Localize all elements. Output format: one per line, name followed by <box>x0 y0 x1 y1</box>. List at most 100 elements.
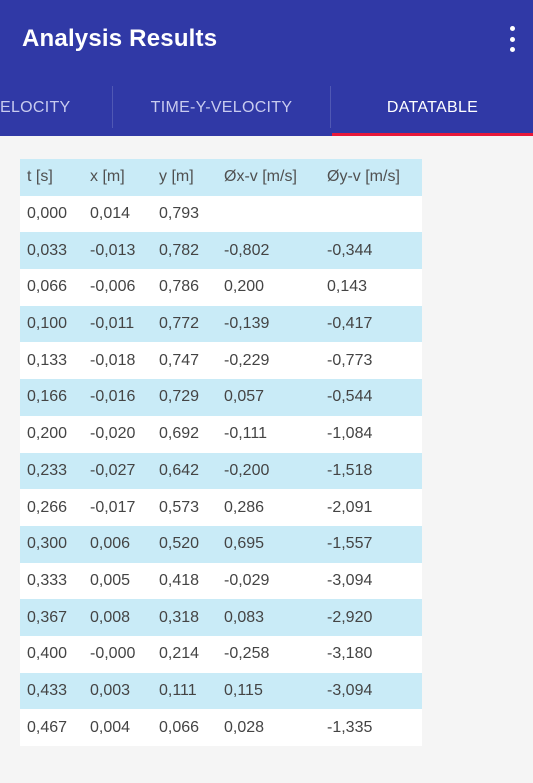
table-cell: 0,006 <box>90 535 131 553</box>
table-cell: 0,233 <box>27 461 68 479</box>
table-cell: 0,100 <box>27 315 68 333</box>
table-cell: 0,286 <box>224 498 265 516</box>
table-cell: -0,000 <box>90 645 136 663</box>
table-cell: 0,000 <box>27 205 68 223</box>
table-cell: 0,200 <box>224 278 265 296</box>
table-cell: 0,418 <box>159 571 200 589</box>
tab-divider <box>112 86 113 128</box>
table-row: 0,066 -0,006 0,786 0,200 0,143 <box>20 269 422 306</box>
more-vert-icon[interactable] <box>505 26 519 52</box>
table-cell: -1,335 <box>327 718 373 736</box>
table-row: 0,467 0,004 0,066 0,028 -1,335 <box>20 709 422 746</box>
table-cell: 0,747 <box>159 351 200 369</box>
data-table: t [s] x [m] y [m] Øx-v [m/s] Øy-v [m/s] … <box>20 159 422 746</box>
header-t: t [s] <box>27 168 53 186</box>
table-cell: -3,180 <box>327 645 373 663</box>
table-cell: 0,729 <box>159 388 200 406</box>
table-cell: -0,258 <box>224 645 270 663</box>
menu-dot <box>509 47 515 52</box>
table-cell: -0,111 <box>224 425 267 443</box>
table-cell: 0,143 <box>327 278 368 296</box>
table-row: 0,367 0,008 0,318 0,083 -2,920 <box>20 599 422 636</box>
header-y-velocity: Øy-v [m/s] <box>327 168 400 186</box>
table-row: 0,200 -0,020 0,692 -0,111 -1,084 <box>20 415 422 453</box>
table-cell: 0,782 <box>159 241 200 259</box>
table-cell: -1,084 <box>327 425 373 443</box>
table-cell <box>217 196 320 233</box>
table-cell: -0,029 <box>224 571 270 589</box>
table-cell: -0,020 <box>90 425 136 443</box>
table-cell: -0,027 <box>90 461 136 479</box>
tab-label: TIME-Y-VELOCITY <box>150 99 293 116</box>
table-cell: -0,773 <box>327 351 373 369</box>
table-row: 0,433 0,003 0,111 0,115 -3,094 <box>20 672 422 710</box>
tab-time-y-velocity[interactable]: TIME-Y-VELOCITY <box>114 80 329 136</box>
table-cell: -0,344 <box>327 241 373 259</box>
table-cell: 0,004 <box>90 718 131 736</box>
table-cell: -1,518 <box>327 461 373 479</box>
table-cell: 0,166 <box>27 388 68 406</box>
table-cell: -0,006 <box>90 278 136 296</box>
table-cell: 0,318 <box>159 608 200 626</box>
table-cell: 0,520 <box>159 535 200 553</box>
table-cell: -2,091 <box>327 498 373 516</box>
table-row: 0,100 -0,011 0,772 -0,139 -0,417 <box>20 305 422 343</box>
table-cell: 0,367 <box>27 608 68 626</box>
table-cell: 0,066 <box>159 718 200 736</box>
table-cell: -0,017 <box>90 498 136 516</box>
table-cell: -0,417 <box>327 315 373 333</box>
table-cell: 0,573 <box>159 498 200 516</box>
table-row: 0,000 0,014 0,793 <box>20 195 422 233</box>
header-x-velocity: Øx-v [m/s] <box>224 168 297 186</box>
table-cell: -0,011 <box>90 315 135 333</box>
table-cell: 0,083 <box>224 608 265 626</box>
table-cell: 0,786 <box>159 278 200 296</box>
table-cell: -0,802 <box>224 241 270 259</box>
table-cell: 0,003 <box>90 681 131 699</box>
table-row: 0,133 -0,018 0,747 -0,229 -0,773 <box>20 342 422 380</box>
table-row: 0,400 -0,000 0,214 -0,258 -3,180 <box>20 635 422 673</box>
table-body: 0,000 0,014 0,793 0,033 -0,013 0,782 -0,802 -0,… <box>20 195 422 746</box>
table-cell: -0,544 <box>327 388 373 406</box>
table-cell: 0,066 <box>27 278 68 296</box>
table-cell: -0,139 <box>224 315 270 333</box>
table-header-row: t [s] x [m] y [m] Øx-v [m/s] Øy-v [m/s] <box>20 159 422 196</box>
table-row: 0,166 -0,016 0,729 0,057 -0,544 <box>20 379 422 416</box>
table-cell: 0,033 <box>27 241 68 259</box>
table-cell: 0,695 <box>224 535 265 553</box>
table-cell: -0,018 <box>90 351 136 369</box>
tab-divider <box>330 86 331 128</box>
table-row: 0,266 -0,017 0,573 0,286 -2,091 <box>20 489 422 526</box>
table-cell: 0,793 <box>159 205 200 223</box>
tab-label: DATATABLE <box>386 99 479 116</box>
tab-datatable[interactable]: DATATABLE <box>332 80 533 136</box>
table-cell: 0,008 <box>90 608 131 626</box>
tab-indicator <box>332 133 533 136</box>
table-row: 0,300 0,006 0,520 0,695 -1,557 <box>20 525 422 563</box>
table-cell: 0,200 <box>27 425 68 443</box>
table-cell: 0,692 <box>159 425 200 443</box>
table-cell: 0,467 <box>27 718 68 736</box>
table-cell: -0,229 <box>224 351 270 369</box>
table-cell: -1,557 <box>327 535 373 553</box>
table-cell: 0,214 <box>159 645 200 663</box>
table-cell: 0,772 <box>159 315 200 333</box>
table-cell: 0,333 <box>27 571 68 589</box>
table-row: 0,233 -0,027 0,642 -0,200 -1,518 <box>20 452 422 490</box>
table-cell <box>320 196 422 233</box>
table-cell: 0,111 <box>159 681 197 699</box>
page-title: Analysis Results <box>22 25 218 52</box>
table-cell: 0,057 <box>224 388 265 406</box>
menu-dot <box>509 36 515 42</box>
tab-velocity[interactable]: VELOCITY <box>0 80 112 136</box>
table-cell: 0,400 <box>27 645 68 663</box>
app-bar: Analysis Results VELOCITY TIME-Y-VELOCIT… <box>0 0 533 136</box>
table-cell: 0,014 <box>90 205 131 223</box>
table-cell: -3,094 <box>327 571 373 589</box>
table-cell: 0,115 <box>224 681 263 699</box>
table-cell: -0,013 <box>90 241 136 259</box>
table-row: 0,333 0,005 0,418 -0,029 -3,094 <box>20 562 422 600</box>
table-cell: -2,920 <box>327 608 373 626</box>
datatable-content: t [s] x [m] y [m] Øx-v [m/s] Øy-v [m/s] … <box>0 136 533 783</box>
table-row: 0,033 -0,013 0,782 -0,802 -0,344 <box>20 232 422 270</box>
